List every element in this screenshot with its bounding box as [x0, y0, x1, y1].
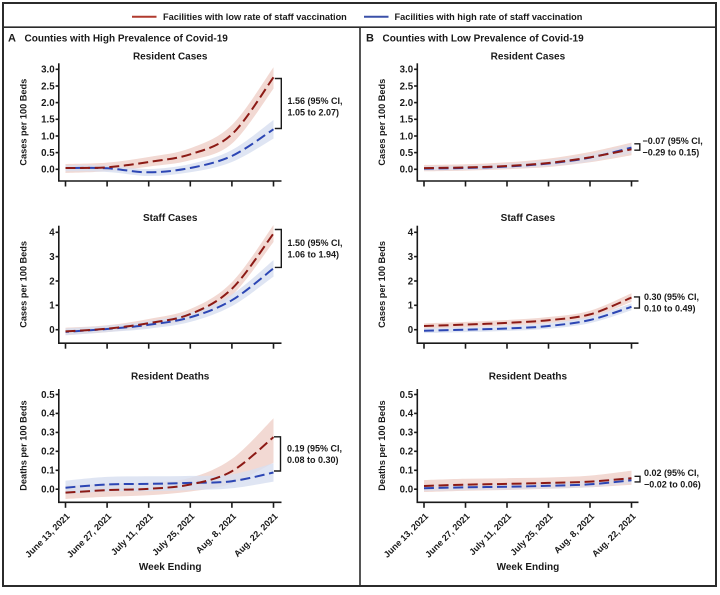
- svg-text:Week Ending: Week Ending: [139, 562, 202, 573]
- svg-text:1.0: 1.0: [41, 131, 54, 142]
- svg-text:3.0: 3.0: [41, 65, 54, 76]
- svg-text:1.05 to 2.07): 1.05 to 2.07): [288, 108, 340, 118]
- svg-text:1.56 (95% CI,: 1.56 (95% CI,: [288, 96, 343, 106]
- svg-text:0.19 (95% CI,: 0.19 (95% CI,: [287, 444, 342, 454]
- svg-text:−0.07 (95% CI,: −0.07 (95% CI,: [643, 136, 703, 146]
- svg-text:0.0: 0.0: [400, 165, 413, 176]
- svg-text:0.5: 0.5: [41, 390, 55, 401]
- svg-text:3: 3: [408, 252, 414, 263]
- svg-text:2.0: 2.0: [41, 98, 54, 109]
- svg-text:Cases per 100 Beds: Cases per 100 Beds: [377, 79, 387, 166]
- svg-text:1.06 to 1.94): 1.06 to 1.94): [288, 250, 340, 260]
- svg-text:Staff Cases: Staff Cases: [501, 213, 556, 224]
- svg-text:1.0: 1.0: [400, 131, 413, 142]
- svg-text:Deaths per 100 Beds: Deaths per 100 Beds: [18, 400, 28, 490]
- svg-text:0.0: 0.0: [41, 165, 54, 176]
- svg-text:Cases per 100 Beds: Cases per 100 Beds: [18, 241, 28, 328]
- svg-text:1.5: 1.5: [41, 115, 55, 126]
- svg-text:Facilities with high rate of s: Facilities with high rate of staff vacci…: [395, 12, 583, 22]
- svg-text:0.4: 0.4: [400, 409, 414, 420]
- svg-text:3: 3: [49, 252, 55, 263]
- svg-text:Week Ending: Week Ending: [497, 562, 560, 573]
- svg-text:Cases per 100 Beds: Cases per 100 Beds: [18, 79, 28, 166]
- svg-text:0.0: 0.0: [41, 485, 54, 496]
- svg-text:−0.29 to 0.15): −0.29 to 0.15): [643, 148, 700, 158]
- svg-text:2: 2: [408, 276, 413, 287]
- svg-text:1: 1: [49, 301, 55, 312]
- svg-text:0.1: 0.1: [400, 466, 414, 477]
- svg-text:Resident Deaths: Resident Deaths: [489, 372, 568, 383]
- svg-text:0.30 (95% CI,: 0.30 (95% CI,: [644, 292, 699, 302]
- svg-text:0.2: 0.2: [400, 447, 413, 458]
- svg-text:1.5: 1.5: [400, 115, 414, 126]
- svg-text:0.3: 0.3: [41, 428, 55, 439]
- svg-text:Deaths per 100 Beds: Deaths per 100 Beds: [377, 400, 387, 490]
- svg-text:2.0: 2.0: [400, 98, 413, 109]
- svg-text:Counties with High Prevalence: Counties with High Prevalence of Covid-1…: [25, 34, 229, 45]
- svg-text:Resident Deaths: Resident Deaths: [131, 372, 210, 383]
- svg-text:Resident Cases: Resident Cases: [491, 52, 566, 63]
- svg-text:2: 2: [49, 276, 54, 287]
- svg-text:0.5: 0.5: [41, 148, 55, 159]
- svg-text:0.5: 0.5: [400, 390, 414, 401]
- svg-text:2.5: 2.5: [400, 81, 414, 92]
- svg-text:4: 4: [49, 228, 55, 239]
- svg-text:4: 4: [408, 228, 414, 239]
- svg-text:Counties with Low Prevalence o: Counties with Low Prevalence of Covid-19: [383, 34, 585, 45]
- svg-text:0.2: 0.2: [41, 447, 54, 458]
- svg-text:2.5: 2.5: [41, 81, 55, 92]
- svg-text:0.02 (95% CI,: 0.02 (95% CI,: [644, 468, 699, 478]
- svg-text:Cases per 100 Beds: Cases per 100 Beds: [377, 241, 387, 328]
- svg-text:−0.02 to 0.06): −0.02 to 0.06): [644, 480, 701, 490]
- svg-text:Resident Cases: Resident Cases: [133, 52, 208, 63]
- svg-text:B: B: [366, 33, 374, 45]
- svg-text:0.1: 0.1: [41, 466, 55, 477]
- svg-text:0.0: 0.0: [400, 485, 413, 496]
- svg-text:0.5: 0.5: [400, 148, 414, 159]
- svg-text:1.50 (95% CI,: 1.50 (95% CI,: [288, 238, 343, 248]
- svg-text:0: 0: [408, 325, 413, 336]
- svg-text:0: 0: [49, 325, 54, 336]
- svg-text:Facilities with low rate of st: Facilities with low rate of staff vaccin…: [163, 12, 347, 22]
- svg-text:0.08 to 0.30): 0.08 to 0.30): [287, 455, 339, 465]
- svg-text:0.4: 0.4: [41, 409, 55, 420]
- svg-text:Staff Cases: Staff Cases: [143, 213, 198, 224]
- svg-text:0.3: 0.3: [400, 428, 414, 439]
- svg-text:3.0: 3.0: [400, 65, 413, 76]
- svg-text:0.10 to 0.49): 0.10 to 0.49): [644, 304, 696, 314]
- svg-text:1: 1: [408, 301, 414, 312]
- svg-text:A: A: [8, 33, 16, 45]
